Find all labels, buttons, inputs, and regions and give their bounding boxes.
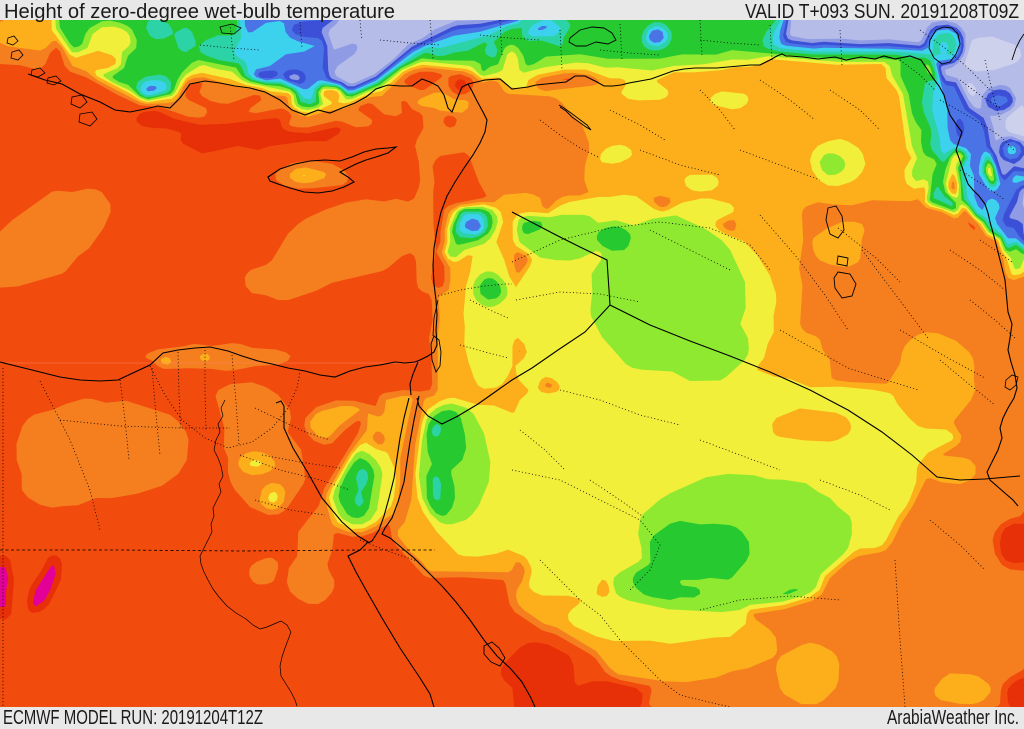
svg-text:Height of zero-degree wet-bulb: Height of zero-degree wet-bulb temperatu… (4, 1, 395, 23)
svg-text:ArabiaWeather Inc.: ArabiaWeather Inc. (887, 707, 1019, 729)
svg-text:ECMWF MODEL RUN: 20191204T12Z: ECMWF MODEL RUN: 20191204T12Z (3, 707, 263, 729)
svg-text:VALID T+093 SUN. 20191208T09Z: VALID T+093 SUN. 20191208T09Z (745, 1, 1019, 23)
